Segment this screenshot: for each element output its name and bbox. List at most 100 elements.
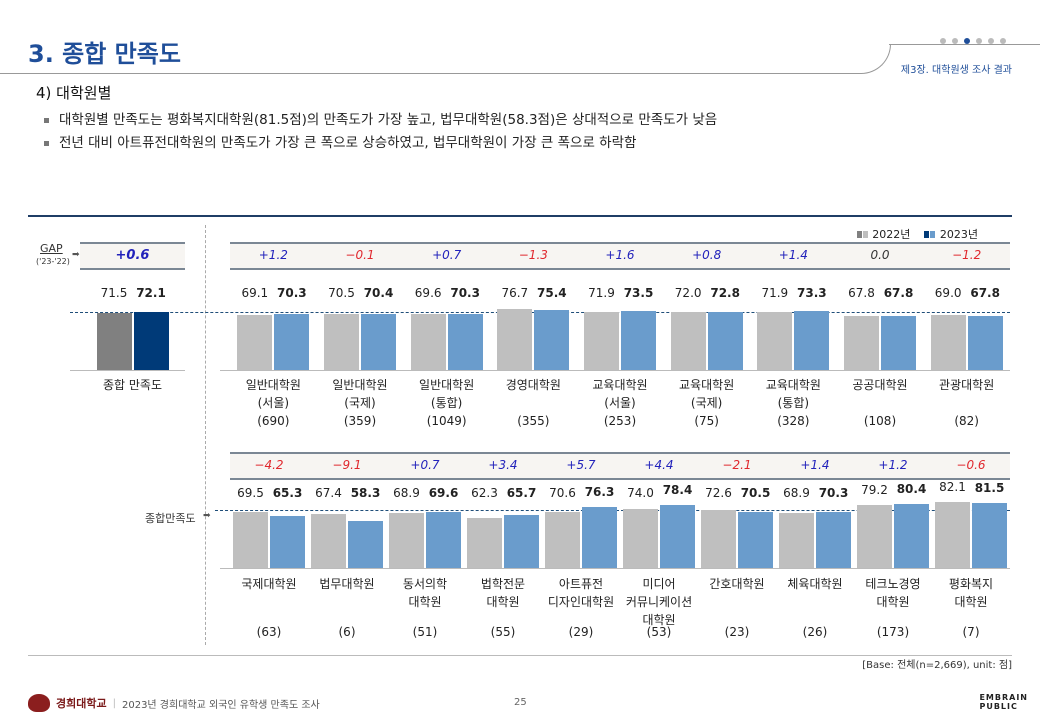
bar-2022 <box>670 312 706 370</box>
header-divider-right <box>889 44 1040 45</box>
value-2023: 70.4 <box>363 286 394 300</box>
bar-2023 <box>348 521 383 568</box>
category-label: 평화복지 대학원 <box>948 577 994 609</box>
value-2022: 79.2 <box>861 482 888 497</box>
baseline <box>70 370 185 371</box>
category-label: 동서의학 대학원 <box>402 577 448 609</box>
overall-ref-label: 종합만족도 <box>145 512 196 525</box>
value-2022: 68.9 <box>393 486 420 500</box>
arrow-icon: ➡ <box>203 511 211 521</box>
value-2022: 71.9 <box>761 286 789 300</box>
value-2022: 71.9 <box>588 286 615 300</box>
sample-size: (63) <box>256 625 282 639</box>
bar-2022 <box>237 314 273 370</box>
page-number: 25 <box>514 697 527 708</box>
bar-2023 <box>967 315 1003 370</box>
chapter-label: 제3장. 대학원생 조사 결과 <box>900 65 1012 76</box>
gap-value: +3.4 <box>488 458 518 472</box>
value-2023: 70.3 <box>277 286 307 300</box>
section-heading: 4) 대학원별 <box>36 84 112 102</box>
bar-2023 <box>816 511 851 568</box>
category-label: 일반대학원 (국제) <box>332 378 388 410</box>
sample-size: (75) <box>694 414 719 428</box>
gap-value: −0.6 <box>956 458 986 472</box>
bar-2023 <box>582 506 617 568</box>
value-2022: 67.4 <box>315 486 342 500</box>
sample-size: (1049) <box>426 414 467 428</box>
sample-size: (26) <box>802 625 828 639</box>
legend-2023: 2023년 <box>924 226 978 242</box>
value-2022: 76.7 <box>501 286 529 300</box>
gap-value: −1.2 <box>952 248 982 262</box>
value-2022: 70.6 <box>549 486 576 500</box>
bar-2022 <box>701 509 736 568</box>
category-label: 간호대학원 <box>709 577 765 591</box>
value-2023: 75.4 <box>537 286 567 300</box>
chart-top-rule <box>28 215 1012 217</box>
gap-value: +0.7 <box>432 248 462 262</box>
sample-size: (55) <box>490 625 516 639</box>
bar-2022 <box>96 312 132 370</box>
gap-value: +1.2 <box>258 248 288 262</box>
value-2023: 81.5 <box>974 480 1005 495</box>
gap-value: +5.7 <box>566 458 596 472</box>
gap-value: −1.3 <box>518 248 548 262</box>
footer: 경희대학교 | 2023년 경희대학교 외국인 유학생 만족도 조사 <box>28 694 320 712</box>
bar-2023 <box>894 503 929 568</box>
bar-2022 <box>623 508 658 568</box>
value-2023: 78.4 <box>662 483 693 498</box>
value-2023: 58.3 <box>350 486 381 500</box>
value-2022: 67.8 <box>848 286 875 300</box>
value-2022: 69.5 <box>237 486 264 500</box>
value-2022: 69.6 <box>414 286 442 300</box>
category-label: 종합 만족도 <box>102 378 162 392</box>
value-2022: 69.0 <box>934 286 962 300</box>
gap-value: 0.0 <box>870 248 890 262</box>
chart-bottom-rule <box>28 655 1012 656</box>
sample-size: (6) <box>338 625 356 639</box>
sample-size: (253) <box>603 414 637 428</box>
baseline <box>220 568 1010 569</box>
value-2023: 67.8 <box>883 286 914 300</box>
bar-2022 <box>857 504 892 568</box>
value-2022: 82.1 <box>939 480 966 495</box>
bar-2022 <box>757 312 793 370</box>
sample-size: (108) <box>863 414 897 428</box>
value-2022: 71.5 <box>100 286 128 300</box>
header-divider-curve <box>850 44 891 74</box>
value-2023: 65.7 <box>506 486 537 500</box>
category-label: 일반대학원 (통합) <box>419 378 475 410</box>
bar-2022 <box>930 314 966 370</box>
gap-value: +0.6 <box>115 248 150 263</box>
gap-row <box>230 452 1010 480</box>
value-2022: 74.0 <box>627 486 654 500</box>
category-label: 교육대학원 (서울) <box>592 378 648 410</box>
bar-2022 <box>324 313 359 370</box>
gap-value: −9.1 <box>332 458 362 472</box>
page-title: 3. 종합 만족도 <box>28 40 181 68</box>
value-2023: 72.8 <box>710 286 740 300</box>
category-label: 체육대학원 <box>787 577 843 591</box>
gap-value: +1.4 <box>778 248 808 262</box>
survey-name: 2023년 경희대학교 외국인 유학생 만족도 조사 <box>121 699 320 711</box>
sample-size: (173) <box>876 625 910 639</box>
bar-2023 <box>794 311 830 370</box>
category-label: 관광대학원 <box>939 378 995 392</box>
sample-size: (690) <box>257 414 290 428</box>
gap-sublabel: ('23-'22) <box>36 257 70 266</box>
gap-value: +1.6 <box>605 248 635 262</box>
bar-2022 <box>779 512 814 568</box>
sample-size: (359) <box>343 414 377 428</box>
bar-2023 <box>972 502 1007 568</box>
category-label: 미디어 커뮤니케이션 대학원 <box>625 577 693 627</box>
category-label: 법학전문 대학원 <box>480 577 526 609</box>
bar-2023 <box>504 515 539 568</box>
bar-2023 <box>133 312 169 370</box>
category-label: 교육대학원 (국제) <box>679 378 735 410</box>
legend: 2022년 2023년 <box>856 226 978 242</box>
gap-row <box>230 242 1010 270</box>
value-2023: 67.8 <box>970 286 1000 300</box>
value-2022: 72.6 <box>705 486 732 500</box>
bar-2023 <box>881 315 916 370</box>
